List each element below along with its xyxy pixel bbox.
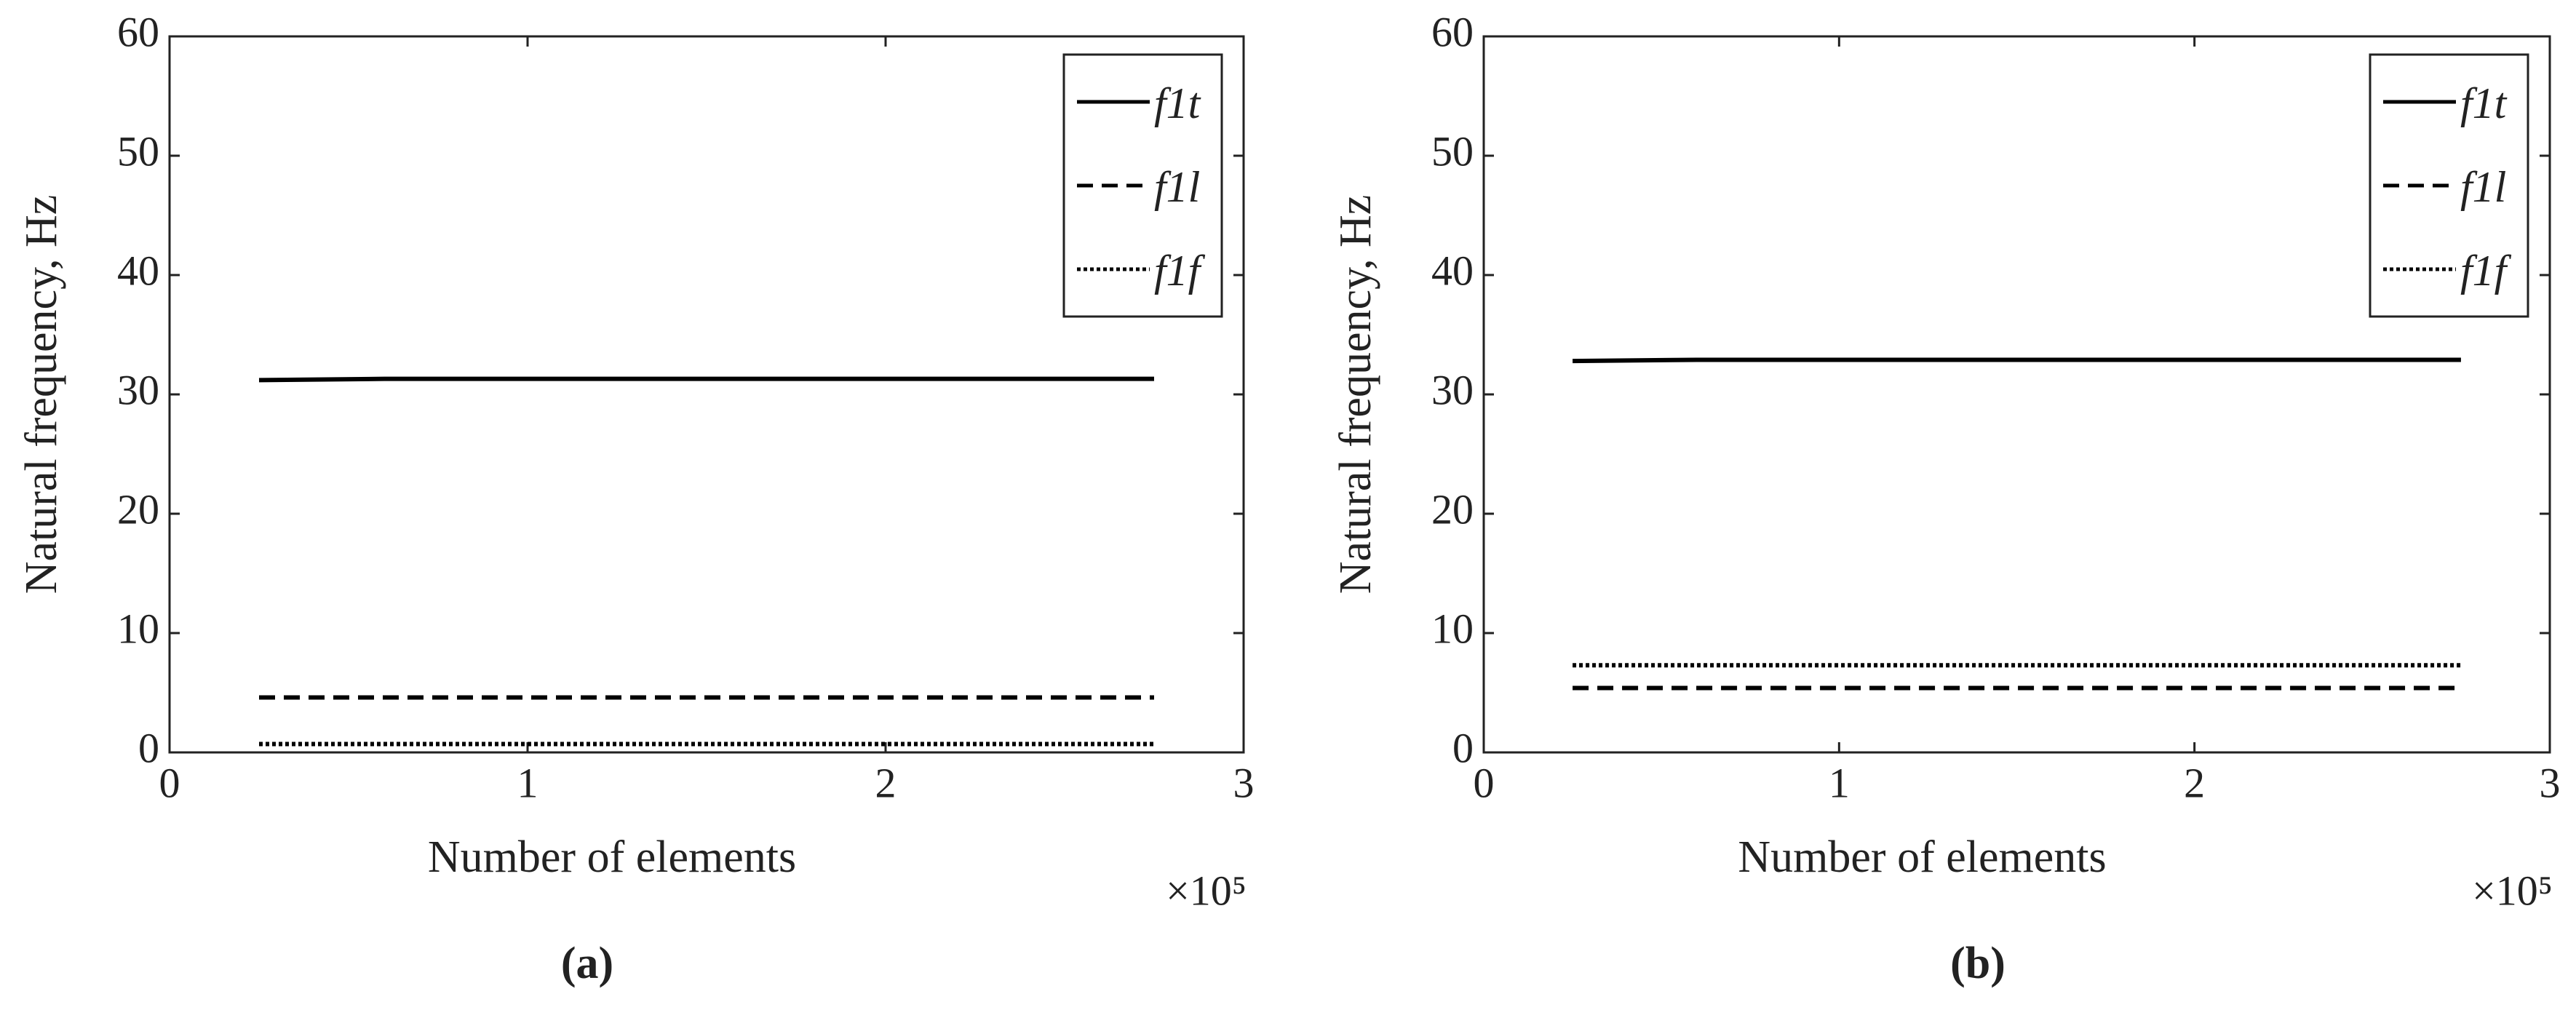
series-line — [1573, 357, 2461, 364]
y-tick-label: 50 — [117, 127, 159, 175]
legend-label: f1t — [1154, 79, 1201, 127]
y-tick-label: 40 — [117, 247, 159, 294]
x-tick-label: 2 — [875, 759, 897, 806]
y-tick-label: 60 — [1431, 8, 1474, 55]
x-tick-label: 1 — [1829, 759, 1850, 806]
y-tick-label: 20 — [1431, 485, 1474, 533]
y-tick-label: 10 — [1431, 605, 1474, 652]
y-axis-label: Natural frequency, Hz — [1331, 195, 1380, 595]
y-tick-label: 10 — [117, 605, 159, 652]
subfigure-label: (b) — [1950, 939, 2005, 988]
y-tick-label: 0 — [138, 724, 159, 771]
y-tick-label: 60 — [117, 8, 159, 55]
x-multiplier: ×10⁵ — [2472, 867, 2553, 914]
subfigure-label: (a) — [561, 939, 613, 988]
legend-label: f1l — [2460, 163, 2506, 211]
x-tick-label: 0 — [1474, 759, 1495, 806]
y-tick-label: 30 — [1431, 366, 1474, 413]
x-tick-label: 3 — [1233, 759, 1255, 806]
legend-label: f1f — [2460, 247, 2512, 295]
legend-label: f1t — [2460, 79, 2508, 127]
x-tick-label: 2 — [2184, 759, 2205, 806]
y-tick-label: 50 — [1431, 127, 1474, 175]
y-tick-label: 20 — [117, 485, 159, 533]
x-axis-label: Number of elements — [428, 832, 796, 882]
series-line — [258, 376, 1154, 383]
x-tick-label: 1 — [517, 759, 538, 806]
x-multiplier: ×10⁵ — [1166, 867, 1247, 914]
y-tick-label: 0 — [1452, 724, 1474, 771]
y-tick-label: 30 — [117, 366, 159, 413]
y-tick-label: 40 — [1431, 247, 1474, 294]
y-axis-label: Natural frequency, Hz — [17, 195, 66, 595]
legend-label: f1l — [1154, 163, 1200, 211]
x-tick-label: 0 — [159, 759, 180, 806]
x-axis-label: Number of elements — [1738, 832, 2106, 882]
legend-label: f1f — [1154, 247, 1206, 295]
x-tick-label: 3 — [2540, 759, 2561, 806]
